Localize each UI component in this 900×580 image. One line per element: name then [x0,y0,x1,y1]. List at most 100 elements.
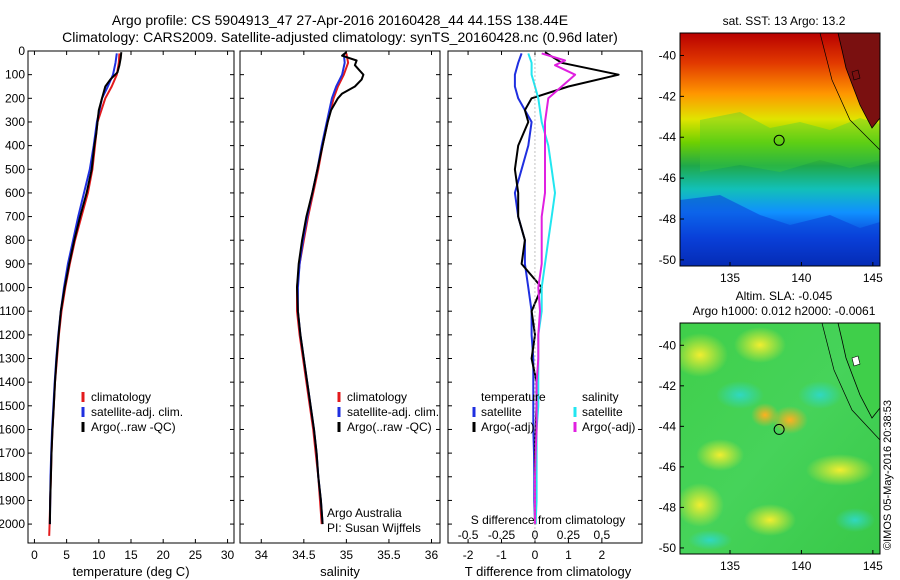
sla_map-ytick-label: -40 [659,338,677,352]
difference-legend: temperature salinitysatelliteArgo(-adj)sa… [472,390,635,434]
s-difference-label: S difference from climatology [471,513,626,527]
depth-tick-label: 300 [5,115,25,129]
sla_map-ytick-label: -48 [659,500,677,514]
sst_map-ytick-label: -40 [659,48,677,62]
legend-entry-label: satellite-adj. clim. [91,405,183,419]
legend-entry-label: climatology [347,390,407,404]
depth-tick-label: 1700 [0,446,25,460]
legend-entry-label: satellite-adj. clim. [347,405,439,419]
temperature-xtick-label: 25 [189,548,203,562]
salinity-xtick-label: 34 [255,548,269,562]
temperature-plot-frame [27,50,235,544]
depth-tick-label: 900 [5,257,25,271]
sst_map-ytick-label: -44 [659,130,677,144]
sst-map: sat. SST: 13 Argo: 13.2 135 140 145 -40 -42 -… [659,14,884,285]
depth-tick-label: 1800 [0,470,25,484]
pi-label: PI: Susan Wijffels [327,521,421,535]
sst_map-ytick-label: -48 [659,212,677,226]
imos-credit: ©IMOS 05-May-2016 20:38:53 [882,400,894,550]
figure-title-line2: Climatology: CARS2009. Satellite-adjuste… [62,29,618,45]
sla_map-xtick-label: 135 [720,559,740,573]
salinity-xtick-label: 35.5 [377,548,401,562]
temperature-xtick-label: 20 [157,548,171,562]
difference-panel: -2 -1 0 1 2 S difference from climatology -0… [447,50,643,579]
t-difference-xlabel: T difference from climatology [465,564,632,579]
difference-xtick-label: 1 [565,548,572,562]
salinity-xtick-label: 36 [425,548,439,562]
temperature-series-2-line [48,52,123,525]
depth-tick-label: 500 [5,162,25,176]
temperature-xtick-label: 5 [63,548,70,562]
sst-cold-tongue [680,195,880,266]
sst-map-title: sat. SST: 13 Argo: 13.2 [723,14,846,28]
tasmania-island-sla [851,355,861,367]
s-difference-tick-label: 0 [532,528,539,542]
depth-tick-label: 1300 [0,352,25,366]
sst-contour [819,33,880,151]
sst_map-xtick-label: 135 [720,271,740,285]
legend-entry-label: Argo(..raw -QC) [347,420,432,434]
sla_map-xtick-label: 140 [791,559,811,573]
sst_map-ytick-label: -42 [659,89,677,103]
sla_map-ytick-label: -44 [659,419,677,433]
salinity-plot-frame [239,50,441,544]
sla_map-ytick-label: -42 [659,379,677,393]
legend-salinity-title: salinity [582,390,619,404]
sla-contour [821,323,880,441]
s-difference-tick-label: 0.5 [594,528,611,542]
tasmania-island [851,69,861,81]
depth-tick-label: 600 [5,186,25,200]
depth-tick-label: 1500 [0,399,25,413]
sst-green-band [700,112,880,172]
argo-location-marker-sla [773,423,785,435]
depth-tick-label: 0 [18,44,25,58]
sst_map-xtick-label: 145 [863,271,883,285]
legend-temperature-title: temperature [481,390,546,404]
sla-map-frame [679,322,881,555]
depth-tick-label: 1400 [0,375,25,389]
sst_map-xtick-label: 140 [791,271,811,285]
sst_map-ytick-label: -50 [659,253,677,267]
tasmania-land-sla [837,323,880,419]
depth-tick-label: 800 [5,233,25,247]
temperature-xtick-label: 0 [31,548,38,562]
sla-map-title-line1: Altim. SLA: -0.045 [736,289,833,303]
difference-xtick-label: 2 [599,548,606,562]
s-difference-tick-label: -0.5 [458,528,479,542]
legend-entry-label: Argo(..raw -QC) [91,420,176,434]
difference-xtick-label: -2 [463,548,474,562]
difference-series-3-line [534,52,577,525]
depth-tick-label: 700 [5,210,25,224]
tasmania-land [837,33,880,129]
difference-xtick-label: -1 [496,548,507,562]
depth-tick-label: 1100 [0,304,25,318]
figure-title-line1: Argo profile: CS 5904913_47 27-Apr-2016 … [112,12,568,28]
sst_map-ytick-label: -46 [659,171,677,185]
s-difference-tick-label: -0.25 [488,528,516,542]
depth-tick-label: 400 [5,139,25,153]
argo-location-marker [773,134,785,146]
salinity-xtick-label: 34.5 [292,548,316,562]
sla_map-xtick-label: 145 [863,559,883,573]
depth-tick-label: 100 [5,68,25,82]
legend-entry-label: climatology [91,390,151,404]
depth-tick-label: 2000 [0,517,25,531]
temperature-xtick-label: 30 [221,548,235,562]
sla_map-ytick-label: -46 [659,460,677,474]
legend-entry-label: satellite [582,405,623,419]
sst-map-frame [679,32,881,267]
depth-tick-label: 1900 [0,493,25,507]
depth-tick-label: 1600 [0,422,25,436]
depth-tick-label: 1000 [0,281,25,295]
legend-entry-label: satellite [481,405,522,419]
sla-map: Altim. SLA: -0.045 Argo h1000: 0.012 h20… [659,289,884,573]
salinity-xtick-label: 35 [340,548,354,562]
temperature-xtick-label: 15 [124,548,138,562]
difference-xtick-label: 0 [532,548,539,562]
s-difference-tick-label: 0.25 [557,528,581,542]
depth-tick-label: 1200 [0,328,25,342]
difference-series-0-line [513,53,536,525]
